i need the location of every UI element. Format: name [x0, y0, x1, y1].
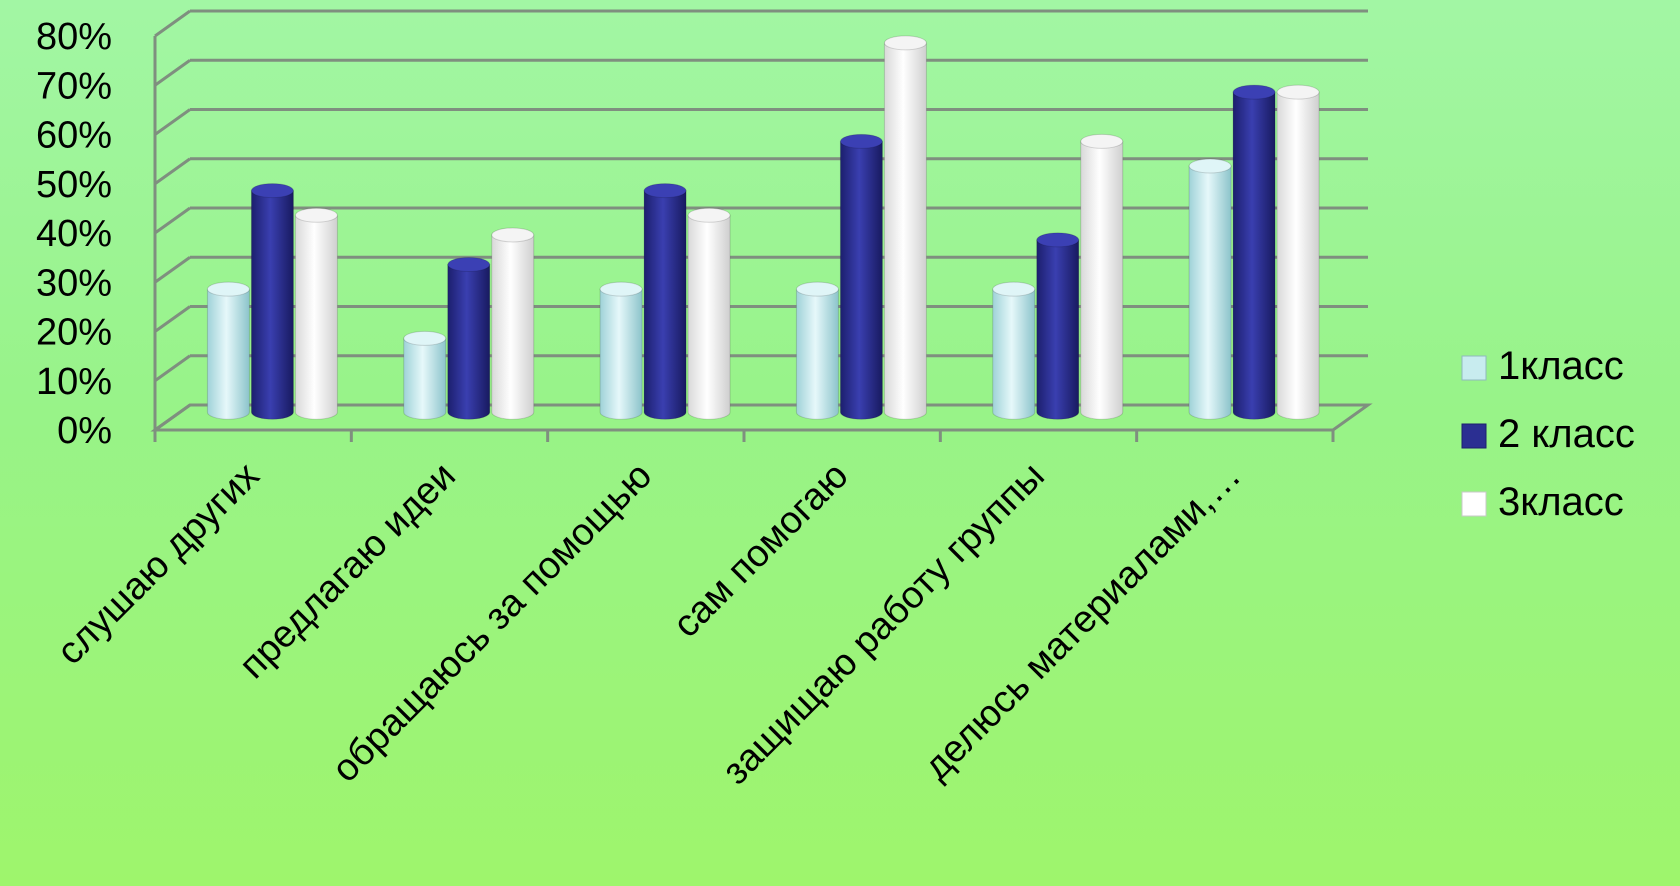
side-gridline	[154, 256, 191, 284]
bar-top	[250, 183, 294, 199]
bar-top	[992, 281, 1036, 297]
bar-body	[250, 190, 294, 420]
bar-2-1	[643, 183, 687, 420]
y-tick-label: 20%	[36, 312, 112, 354]
bar-3-1	[839, 133, 883, 420]
side-gridline	[154, 354, 191, 382]
bar-body	[643, 190, 687, 420]
plot-walls	[150, 9, 1373, 435]
bar-top	[1188, 158, 1232, 174]
side-gridline	[154, 305, 191, 333]
x-category-label: предлагаю идеи	[232, 455, 464, 687]
bar-top	[1276, 84, 1320, 100]
bar-body	[839, 140, 883, 420]
side-gridline	[154, 59, 191, 87]
bar-5-0	[1188, 158, 1232, 420]
y-tick-label: 40%	[36, 213, 112, 255]
bar-1-1	[447, 257, 491, 420]
bar-body	[1080, 140, 1124, 420]
bar-5-2	[1276, 84, 1320, 420]
bar-4-0	[992, 281, 1036, 420]
bar-top	[883, 35, 927, 51]
legend-label: 1класс	[1498, 344, 1624, 388]
bar-body	[599, 288, 643, 420]
side-gridline	[154, 108, 191, 136]
legend: 1класс 2 класс 3класс	[1461, 344, 1635, 524]
x-category-label: слушаю других	[49, 455, 267, 673]
bar-body	[447, 264, 491, 420]
bar-2-2	[687, 207, 731, 420]
bar-1-0	[403, 330, 447, 420]
bar-top	[1080, 133, 1124, 149]
bar-body	[294, 214, 338, 420]
bar-top	[1232, 84, 1276, 100]
x-category-label: сам помогаю	[665, 455, 856, 646]
side-gridline	[154, 9, 191, 38]
bar-top	[795, 281, 839, 297]
bars	[206, 35, 1320, 420]
bar-body	[403, 337, 447, 420]
bar-body	[795, 288, 839, 420]
bar-top	[206, 281, 250, 297]
y-tick-label: 30%	[36, 262, 112, 304]
y-tick-label: 60%	[36, 115, 112, 157]
bar-2-0	[599, 281, 643, 420]
bar-0-0	[206, 281, 250, 420]
bar-body	[883, 42, 927, 420]
bar-top	[491, 227, 535, 243]
side-gridline	[154, 206, 191, 235]
bar-5-1	[1232, 84, 1276, 420]
bar-4-2	[1080, 133, 1124, 420]
bar-body	[1232, 91, 1276, 420]
bar-top	[687, 207, 731, 223]
y-tick-label: 80%	[36, 16, 112, 58]
bar-body	[1188, 165, 1232, 420]
bar-body	[491, 234, 535, 420]
bar-1-2	[491, 227, 535, 420]
y-tick-label: 50%	[36, 164, 112, 206]
side-gridline	[154, 157, 191, 185]
bar-body	[1276, 91, 1320, 420]
bar-top	[643, 183, 687, 199]
bar-top	[294, 207, 338, 223]
bar-3-0	[795, 281, 839, 420]
bar-top	[447, 257, 491, 272]
bar-body	[1036, 239, 1080, 420]
bar-top	[1036, 232, 1080, 248]
bar-body	[206, 288, 250, 420]
legend-label: 3класс	[1498, 480, 1624, 524]
x-category-label: защищаю работу группы	[715, 455, 1053, 793]
legend-swatch	[1461, 491, 1487, 517]
y-tick-label: 10%	[36, 361, 112, 403]
bar-body	[687, 214, 731, 420]
bar-body	[992, 288, 1036, 420]
bar-top	[403, 330, 447, 346]
y-axis: 0% 10% 20% 30% 40% 50% 60% 70% 80%	[36, 16, 112, 452]
legend-swatch	[1461, 423, 1487, 449]
bar-top	[599, 281, 643, 297]
x-category-label: обращаюсь за помощью	[324, 455, 660, 791]
bar-0-2	[294, 207, 338, 420]
bar-3-2	[883, 35, 927, 420]
y-tick-label: 0%	[57, 410, 112, 452]
bar-4-1	[1036, 232, 1080, 420]
bar-0-1	[250, 183, 294, 420]
legend-label: 2 класс	[1498, 412, 1635, 456]
x-category-label: делюсь материалами,…	[916, 455, 1249, 788]
bar-top	[839, 133, 883, 149]
legend-swatch	[1461, 355, 1487, 381]
y-tick-label: 70%	[36, 65, 112, 107]
